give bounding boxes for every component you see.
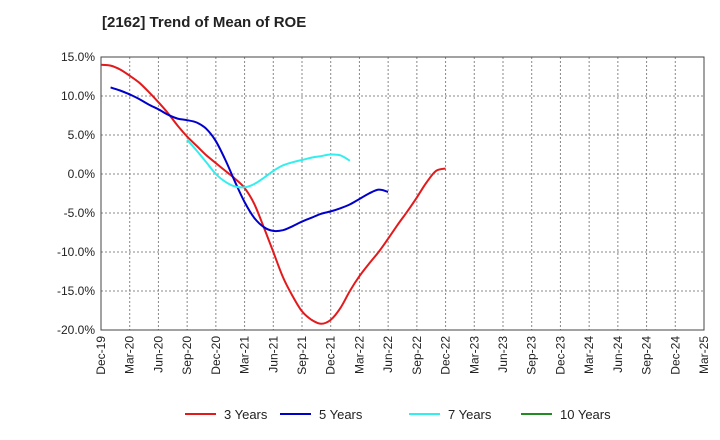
y-tick-label: -15.0%: [57, 284, 95, 298]
x-tick-label: Sep-20: [180, 336, 194, 375]
y-tick-label: 5.0%: [68, 128, 96, 142]
legend-label-1: 3 Years: [224, 407, 268, 422]
x-tick-label: Dec-22: [439, 336, 453, 375]
x-tick-label: Sep-23: [525, 336, 539, 375]
y-tick-label: -10.0%: [57, 245, 95, 259]
series-line-1: [100, 63, 446, 325]
x-tick-label: Jun-20: [151, 336, 165, 373]
x-tick-label: Jun-22: [381, 336, 395, 373]
x-tick-label: Dec-21: [324, 336, 338, 375]
x-tick-label: Mar-20: [123, 336, 137, 374]
plot-border: [100, 56, 705, 331]
x-tick-label: Sep-24: [640, 336, 654, 375]
series-line-2: [110, 86, 389, 233]
x-tick-label: Mar-23: [467, 336, 481, 374]
y-tick-label: -5.0%: [64, 206, 96, 220]
x-tick-label: Jun-24: [611, 336, 625, 373]
legend-label-3: 7 Years: [448, 407, 492, 422]
x-tick-label: Dec-24: [668, 336, 682, 375]
plot-area: [101, 57, 704, 330]
legend-label-4: 10 Years: [560, 407, 611, 422]
x-tick-label: Sep-22: [410, 336, 424, 375]
x-tick-label: Dec-20: [209, 336, 223, 375]
x-tick-label: Mar-24: [582, 336, 596, 374]
y-tick-label: -20.0%: [57, 323, 95, 337]
legend-label-2: 5 Years: [319, 407, 363, 422]
y-tick-label: 10.0%: [61, 89, 95, 103]
chart-title: [2162] Trend of Mean of ROE: [102, 14, 307, 31]
x-tick-label: Dec-23: [553, 336, 567, 375]
x-tick-label: Mar-25: [697, 336, 711, 374]
x-tick-label: Dec-19: [94, 336, 108, 375]
x-tick-label: Jun-21: [266, 336, 280, 373]
x-tick-label: Mar-22: [352, 336, 366, 374]
x-tick-label: Jun-23: [496, 336, 510, 373]
series-line-3: [186, 139, 351, 189]
y-tick-label: 0.0%: [68, 167, 96, 181]
y-tick-label: 15.0%: [61, 50, 95, 64]
x-tick-label: Sep-21: [295, 336, 309, 375]
x-tick-label: Mar-21: [238, 336, 252, 374]
